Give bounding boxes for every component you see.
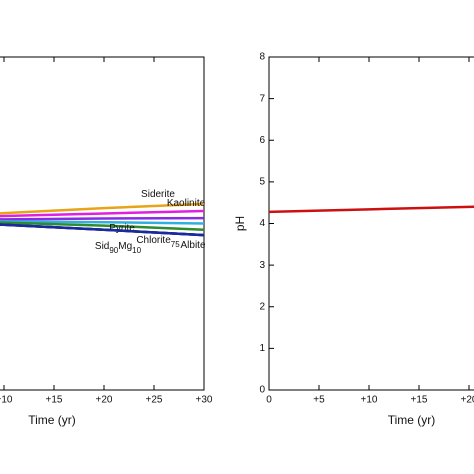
x-tick-label: +20 (461, 395, 474, 406)
series-label: Albite (180, 240, 205, 251)
x-tick-label: +20 (96, 395, 113, 406)
series-label: Kaolinite (167, 198, 206, 209)
series-label: Chlorite75 (136, 235, 180, 249)
y-tick-label: 2 (259, 301, 265, 312)
y-tick-label: 6 (259, 135, 265, 146)
x-tick-label: +25 (146, 395, 163, 406)
x-tick-label: 0 (266, 395, 272, 406)
series-label: Siderite (141, 189, 175, 200)
x-axis-label: Time (yr) (388, 413, 436, 427)
x-tick-label: +5 (313, 395, 325, 406)
series-line (0, 209, 205, 218)
x-tick-label: +10 (0, 395, 13, 406)
y-tick-label: 7 (259, 93, 265, 104)
y-axis-label: pH (233, 216, 247, 231)
plot-frame (268, 56, 474, 391)
x-tick-label: +15 (46, 395, 63, 406)
y-tick-label: 1 (259, 343, 265, 354)
series-label: Pyrite (109, 223, 135, 234)
x-tick-label: +15 (411, 395, 428, 406)
series-label: Sid90Mg10 (95, 241, 142, 255)
y-tick-label: 3 (259, 260, 265, 271)
y-tick-label: 8 (259, 52, 265, 63)
y-tick-label: 0 (259, 385, 265, 396)
series-line (268, 205, 474, 214)
x-tick-label: +10 (361, 395, 378, 406)
series-line (0, 221, 205, 231)
y-tick-label: 4 (259, 218, 265, 229)
series-line (0, 223, 205, 237)
series-line (0, 202, 205, 215)
y-tick-label: 5 (259, 177, 265, 188)
x-axis-label: Time (yr) (28, 413, 76, 427)
series-line (0, 220, 205, 225)
x-tick-label: +30 (196, 395, 213, 406)
series-line (0, 216, 205, 221)
